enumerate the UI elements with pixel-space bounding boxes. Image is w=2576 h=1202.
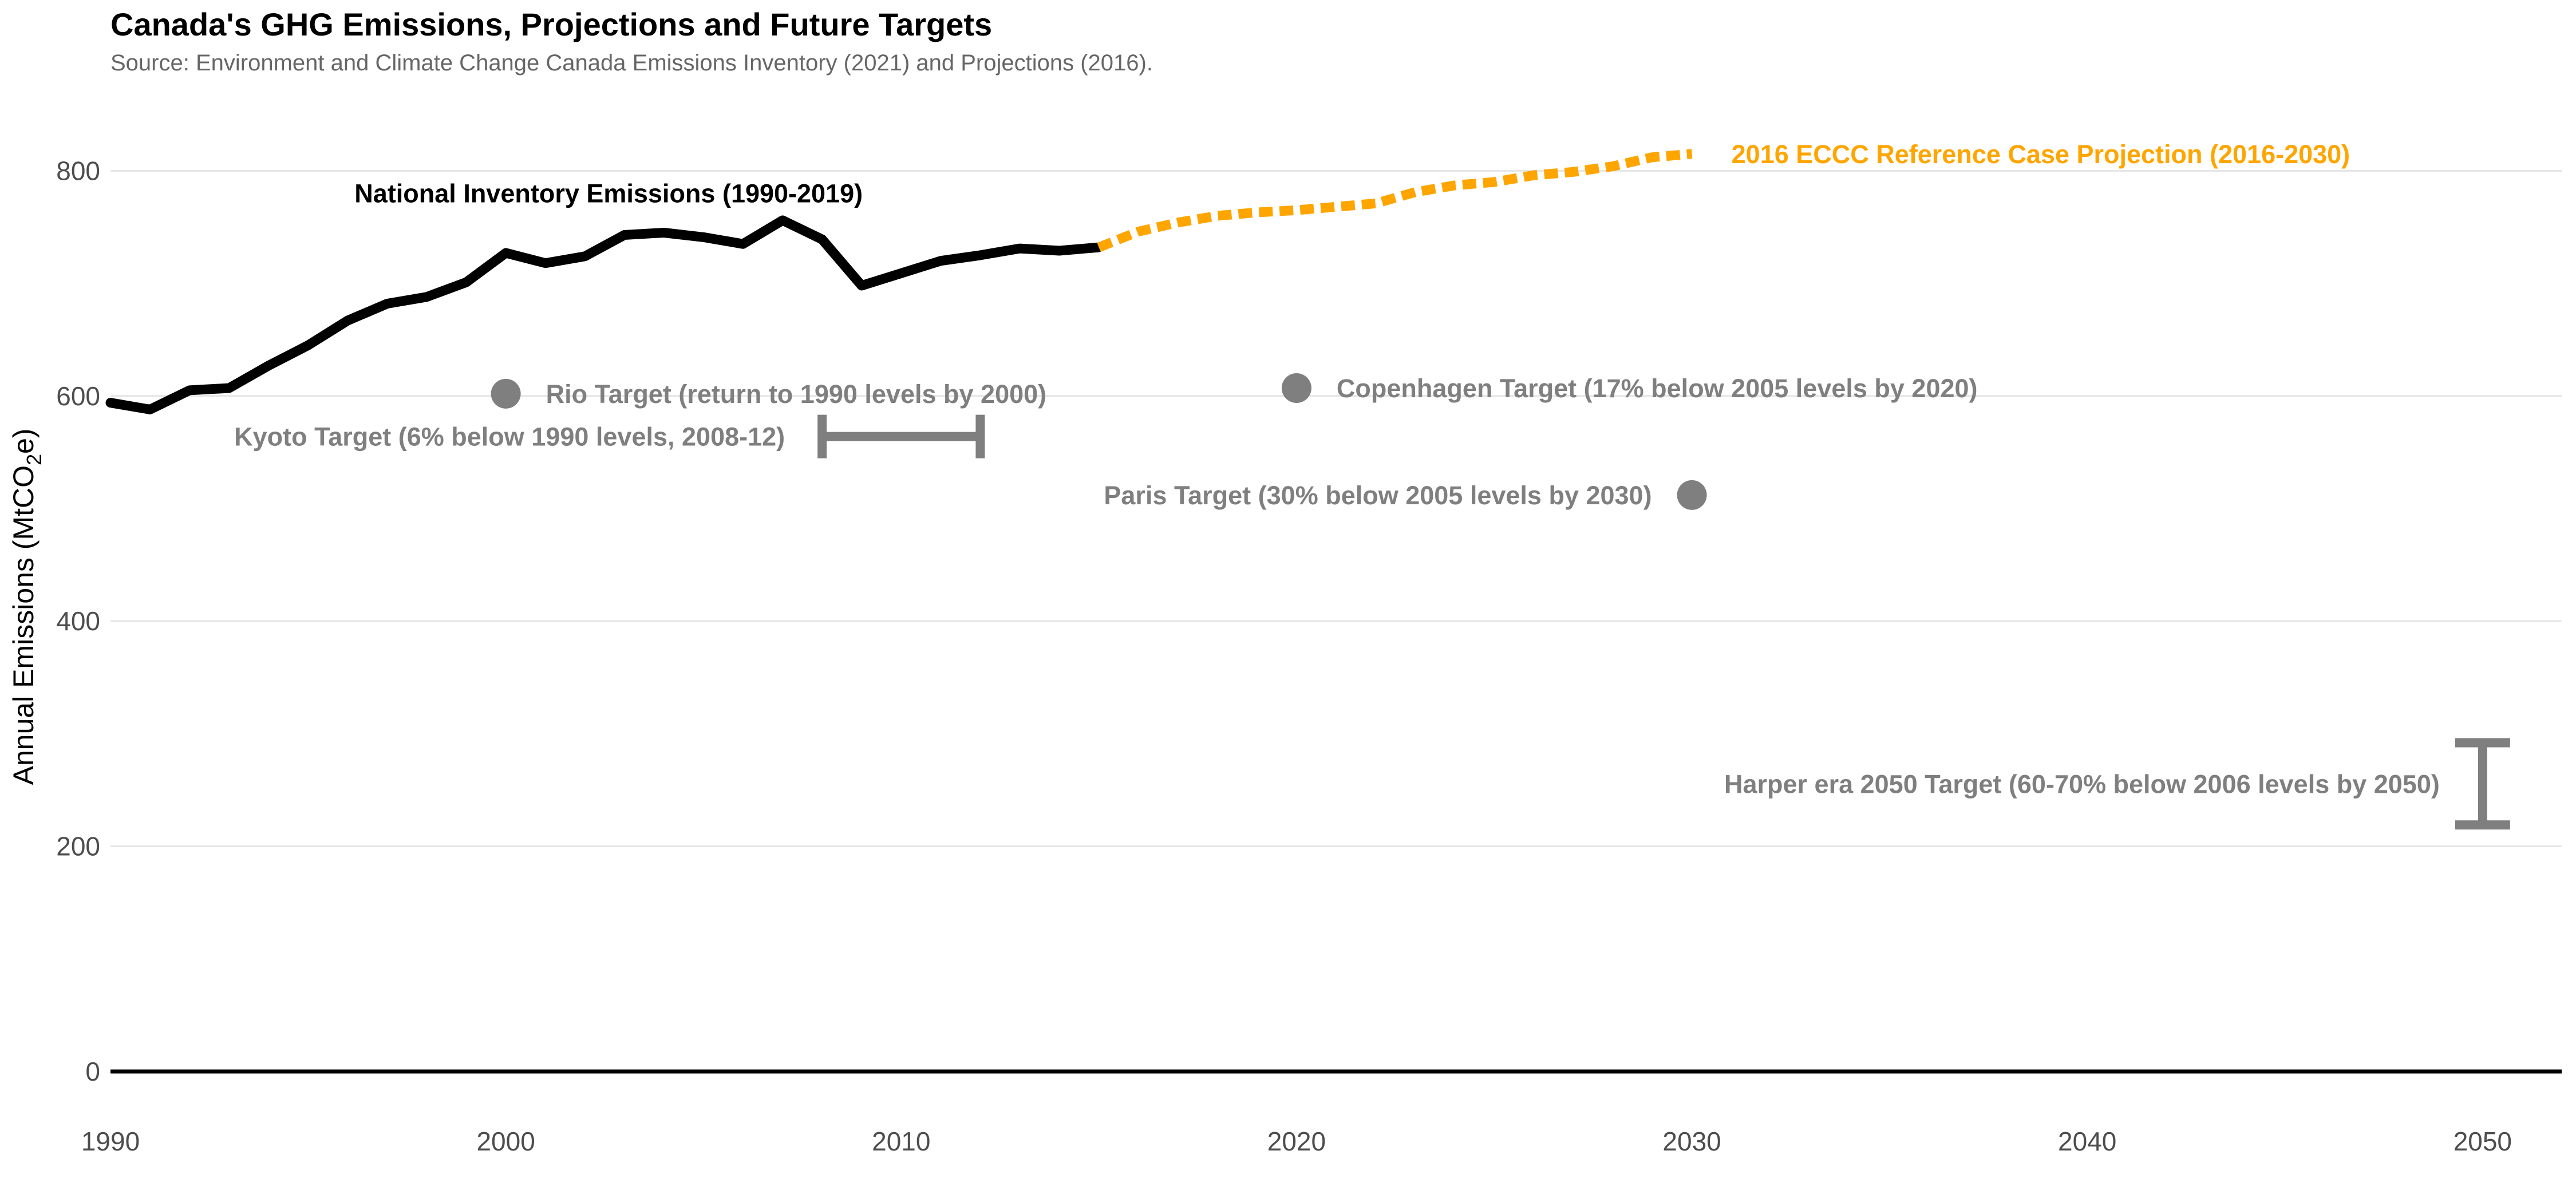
series-line-projection: [1097, 149, 1693, 252]
target-label-rio: Rio Target (return to 1990 levels by 200…: [546, 379, 1047, 409]
chart-subtitle: Source: Environment and Climate Change C…: [110, 50, 1153, 76]
y-axis-label: Annual Emissions (MtCO2e): [7, 429, 46, 785]
x-axis-ticks: 1990 2000 2010 2020 2030 2040 2050: [81, 1126, 2512, 1156]
chart-title: Canada's GHG Emissions, Projections and …: [110, 6, 993, 42]
x-tick-label-2050: 2050: [2453, 1126, 2512, 1156]
y-tick-label-600: 600: [56, 381, 100, 411]
y-tick-label-800: 800: [56, 156, 100, 185]
x-tick-label-2000: 2000: [476, 1126, 535, 1156]
target-label-harper: Harper era 2050 Target (60-70% below 200…: [1724, 769, 2440, 798]
x-tick-label-2040: 2040: [2058, 1126, 2116, 1156]
target-point-rio: [491, 378, 521, 409]
x-tick-label-1990: 1990: [81, 1126, 140, 1156]
y-axis-label-end: e): [7, 429, 39, 454]
x-tick-label-2030: 2030: [1662, 1126, 1721, 1156]
target-label-kyoto: Kyoto Target (6% below 1990 levels, 2008…: [234, 422, 785, 452]
y-tick-label-0: 0: [85, 1057, 100, 1086]
y-axis-label-subscript: 2: [22, 454, 46, 465]
y-tick-label-400: 400: [56, 606, 100, 636]
target-label-paris: Paris Target (30% below 2005 levels by 2…: [1104, 481, 1652, 510]
target-label-copenhagen: Copenhagen Target (17% below 2005 levels…: [1337, 374, 1978, 403]
series-lines: [105, 149, 1693, 414]
x-tick-label-2010: 2010: [872, 1126, 930, 1156]
annotation-labels: National Inventory Emissions (1990-2019)…: [234, 140, 2440, 799]
target-point-paris: [1677, 480, 1707, 510]
x-tick-label-2020: 2020: [1267, 1126, 1326, 1156]
series-label-projection: 2016 ECCC Reference Case Projection (201…: [1732, 140, 2350, 169]
grid-lines: [110, 169, 2562, 1074]
series-label-inventory: National Inventory Emissions (1990-2019): [354, 179, 863, 208]
y-tick-label-200: 200: [56, 832, 100, 861]
y-axis-ticks: 0 200 400 600 800: [56, 156, 100, 1086]
y-axis-label-main: Annual Emissions (MtCO: [7, 465, 39, 785]
target-point-copenhagen: [1281, 373, 1311, 403]
series-line-inventory: [105, 215, 1104, 414]
target-markers: [491, 373, 2510, 830]
